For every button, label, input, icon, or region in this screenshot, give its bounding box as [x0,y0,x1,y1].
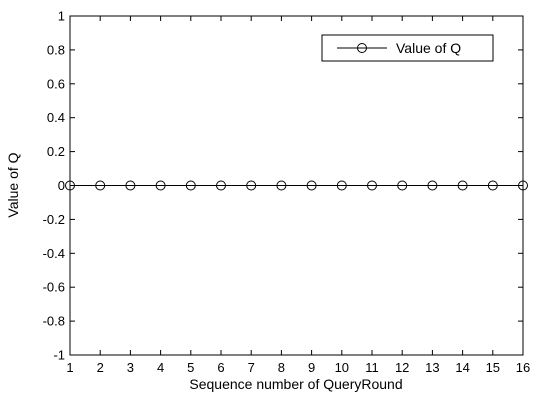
x-axis-ticks: 1 2 3 4 5 6 7 8 9 10 11 12 13 14 15 16 [66,16,530,375]
x-tick-label: 3 [127,360,134,375]
y-tick-label: -0.8 [43,314,65,329]
y-tick-label: 1 [58,9,65,24]
y-tick-label: 0 [58,178,65,193]
data-point [518,180,528,191]
data-point [457,180,468,191]
x-tick-label: 11 [365,360,379,375]
x-tick-label: 9 [308,360,315,375]
data-point [306,180,317,191]
x-tick-label: 8 [278,360,285,375]
data-point [427,180,438,191]
legend-marker [357,43,367,53]
y-tick-label: -0.2 [43,212,65,227]
y-tick-label: 0.6 [47,76,65,91]
legend-label: Value of Q [396,40,461,56]
data-point [397,180,408,191]
y-tick-label: 0.8 [47,42,65,57]
x-tick-label: 10 [335,360,349,375]
x-tick-label: 12 [395,360,409,375]
y-tick-label: 0.4 [47,110,65,125]
data-point [65,180,75,191]
data-point [336,180,347,191]
x-tick-label: 5 [187,360,194,375]
y-tick-label: 0.2 [47,144,65,159]
data-point [246,180,257,191]
x-tick-label: 1 [66,360,73,375]
data-point [367,180,377,191]
data-point [95,180,106,191]
x-axis-label: Sequence number of QueryRound [189,376,402,392]
data-point [125,180,136,191]
x-tick-label: 7 [248,360,255,375]
x-tick-label: 2 [97,360,104,375]
legend: Value of Q [321,34,494,62]
x-tick-label: 14 [455,360,469,375]
data-point [155,180,166,191]
data-point [487,180,498,191]
series-group [65,180,528,191]
data-point [276,180,287,191]
x-tick-label: 15 [486,360,500,375]
x-tick-label: 4 [157,360,164,375]
y-tick-label: -1 [53,348,65,363]
data-point [216,180,226,191]
x-tick-label: 13 [425,360,439,375]
data-point [185,180,196,191]
y-axis-label: Value of Q [5,152,21,217]
x-tick-label: 6 [217,360,224,375]
y-tick-label: -0.4 [43,246,65,261]
x-tick-label: 16 [516,360,530,375]
y-tick-label: -0.6 [43,280,65,295]
